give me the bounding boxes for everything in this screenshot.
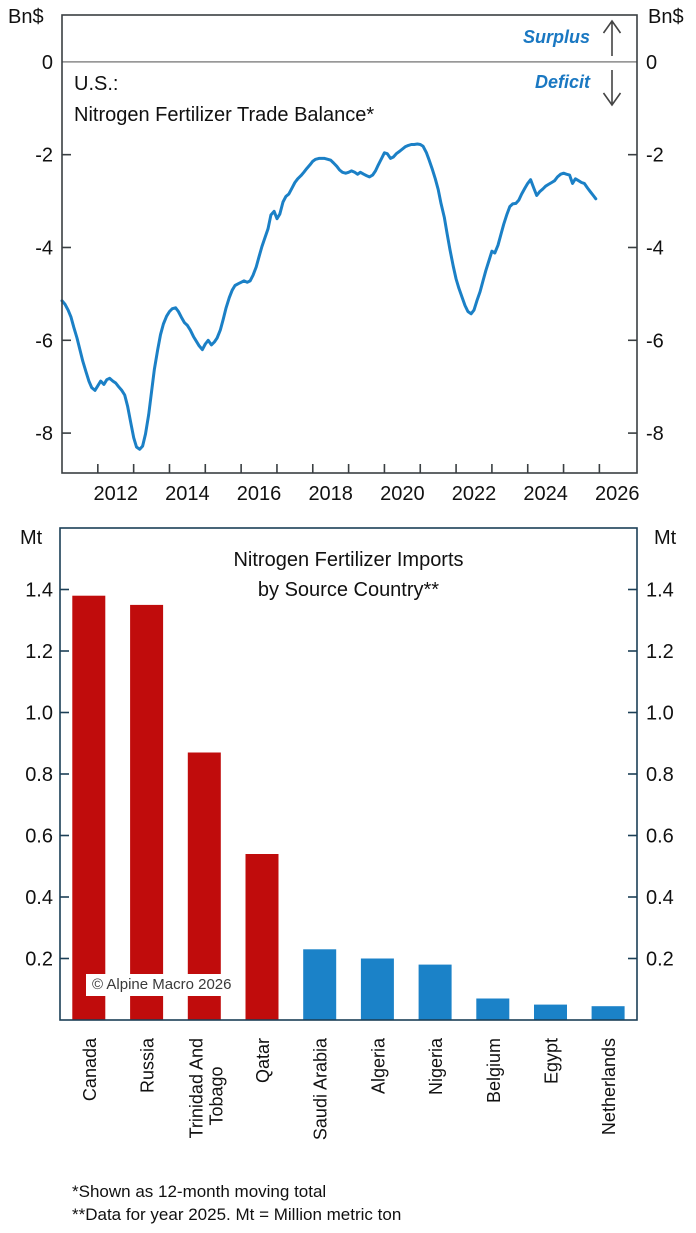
unit-label-bottom-right: Mt	[654, 527, 677, 549]
category-label-belgium: Belgium	[484, 1038, 504, 1103]
category-label-canada: Canada	[80, 1037, 100, 1101]
bottom-chart-title: Nitrogen Fertilizer Imports by Source Co…	[60, 545, 637, 605]
y-tick-label-right: -6	[646, 330, 664, 352]
unit-label-top-right: Bn$	[648, 6, 684, 28]
y-tick-label-right: 0.6	[646, 826, 674, 848]
category-label-qatar: Qatar	[253, 1038, 273, 1083]
bottom-chart-title-line2: by Source Country**	[257, 579, 440, 601]
surplus-label: Surplus	[522, 27, 590, 47]
category-label-russia: Russia	[138, 1037, 158, 1093]
y-tick-label-left: 0	[42, 52, 53, 74]
trade-balance-plot: 0 0 -2 -2 -4 -4 -6 -6 -8 -8 2012 2014 2016 2018 2020 20…	[35, 14, 664, 505]
category-label-trinidad-and-tobago-line2: Tobago	[206, 1066, 226, 1125]
top-chart-title-line2: Nitrogen Fertilizer Trade Balance*	[74, 104, 375, 126]
surplus-up-arrow-icon	[602, 19, 622, 56]
top-chart-title-line1: U.S.:	[74, 73, 119, 95]
y-tick-label-left: 0.2	[25, 949, 53, 971]
x-tick-label: 2016	[237, 483, 282, 505]
x-tick-label: 2014	[165, 483, 210, 505]
y-tick-label-left: 0.8	[25, 764, 53, 786]
x-tick-label: 2018	[308, 483, 353, 505]
unit-label-bottom-left: Mt	[20, 527, 43, 549]
bar-belgium	[476, 998, 510, 1020]
y-tick-label-right: 1.2	[646, 641, 674, 663]
y-tick-label-left: 0.6	[25, 826, 53, 848]
x-tick-label: 2022	[452, 483, 497, 505]
deficit-label: Deficit	[534, 72, 590, 92]
plot-frame	[59, 527, 638, 1021]
y-tick-label-right: 1.4	[646, 580, 674, 602]
bar-saudi-arabia	[303, 949, 337, 1020]
x-tick-label: 2026	[595, 483, 640, 505]
bar-qatar	[245, 854, 279, 1020]
copyright-label: © Alpine Macro 2026	[86, 974, 241, 996]
y-tick-label-right: -2	[646, 145, 664, 167]
imports-bar-plot: 0.2 0.2 0.4 0.4 0.6 0.6 0.8 0.8 1.0 1.0 1.2 1.2 1.4 1…	[25, 527, 674, 1140]
y-tick-label-right: -4	[646, 237, 664, 259]
deficit-down-arrow-icon	[602, 70, 622, 107]
category-label-saudi-arabia: Saudi Arabia	[311, 1037, 331, 1140]
y-tick-label-right: -8	[646, 423, 664, 445]
trade-balance-line	[60, 142, 598, 451]
unit-label-top-left: Bn$	[8, 6, 44, 28]
bar-algeria	[360, 958, 394, 1020]
bottom-chart-title-line1: Nitrogen Fertilizer Imports	[233, 549, 464, 571]
y-tick-label-left: -6	[35, 330, 53, 352]
y-tick-label-left: 1.0	[25, 703, 53, 725]
plot-frame	[61, 14, 638, 474]
y-tick-label-left: 1.4	[25, 580, 53, 602]
footnote-1: *Shown as 12-month moving total	[72, 1182, 327, 1201]
y-tick-label-left: 0.4	[25, 887, 53, 909]
y-tick-label-right: 1.0	[646, 703, 674, 725]
bar-netherlands	[591, 1006, 625, 1020]
bar-nigeria	[418, 964, 452, 1020]
y-tick-label-right: 0.8	[646, 764, 674, 786]
top-chart-title: U.S.: Nitrogen Fertilizer Trade Balance*	[74, 69, 374, 131]
footnote-2: **Data for year 2025. Mt = Million metri…	[72, 1205, 402, 1224]
x-tick-label: 2020	[380, 483, 425, 505]
category-label-egypt: Egypt	[541, 1038, 561, 1084]
x-tick-label: 2024	[523, 483, 568, 505]
category-label-nigeria: Nigeria	[426, 1037, 446, 1095]
category-label-trinidad-and-tobago-line1: Trinidad And	[186, 1038, 206, 1138]
y-tick-label-right: 0.2	[646, 949, 674, 971]
y-tick-label-left: -2	[35, 145, 53, 167]
x-tick-label: 2012	[93, 483, 138, 505]
bar-egypt	[534, 1004, 567, 1020]
y-tick-label-left: -4	[35, 237, 53, 259]
category-label-netherlands: Netherlands	[599, 1038, 619, 1135]
y-tick-label-right: 0	[646, 52, 657, 74]
y-tick-label-right: 0.4	[646, 887, 674, 909]
y-tick-label-left: -8	[35, 423, 53, 445]
footnotes: *Shown as 12-month moving total **Data f…	[72, 1180, 401, 1226]
y-tick-label-left: 1.2	[25, 641, 53, 663]
bar-russia	[130, 604, 164, 1020]
category-label-algeria: Algeria	[368, 1037, 388, 1094]
bar-canada	[72, 595, 106, 1020]
